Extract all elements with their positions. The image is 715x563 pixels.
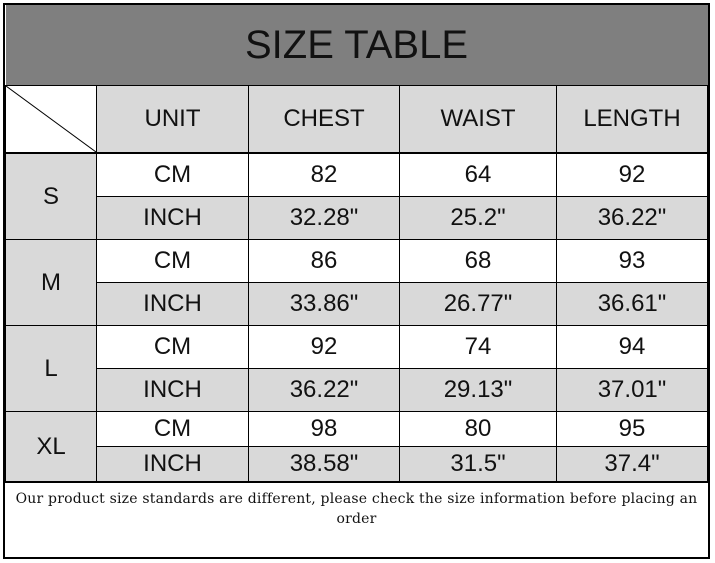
size-label: M xyxy=(5,239,97,326)
cell-unit: CM xyxy=(96,411,249,447)
cell-unit: INCH xyxy=(96,446,249,482)
cell-chest: 33.86" xyxy=(248,282,400,326)
cell-unit: CM xyxy=(96,239,249,283)
header-chest: CHEST xyxy=(248,85,400,153)
cell-unit: INCH xyxy=(96,282,249,326)
header-length: LENGTH xyxy=(556,85,708,153)
size-row-inch: INCH 36.22" 29.13" 37.01" xyxy=(5,368,708,412)
size-row-inch: INCH 33.86" 26.77" 36.61" xyxy=(5,282,708,326)
cell-chest: 92 xyxy=(248,325,400,369)
cell-length: 37.4" xyxy=(556,446,708,482)
cell-chest: 32.28" xyxy=(248,196,400,240)
footer-note: Our product size standards are different… xyxy=(5,482,708,557)
cell-unit: INCH xyxy=(96,368,249,412)
cell-waist: 74 xyxy=(399,325,557,369)
cell-unit: CM xyxy=(96,325,249,369)
cell-chest: 86 xyxy=(248,239,400,283)
cell-waist: 31.5" xyxy=(399,446,557,482)
size-row-cm: S CM 82 64 92 xyxy=(5,153,708,240)
size-row-cm: M CM 86 68 93 xyxy=(5,239,708,326)
header-waist: WAIST xyxy=(399,85,557,153)
size-table: SIZE TABLE UNIT CHEST WAIST LENGTH S CM 82… xyxy=(3,3,710,559)
cell-waist: 26.77" xyxy=(399,282,557,326)
cell-waist: 68 xyxy=(399,239,557,283)
cell-length: 36.22" xyxy=(556,196,708,240)
header-unit: UNIT xyxy=(96,85,249,153)
cell-chest: 38.58" xyxy=(248,446,400,482)
cell-chest: 98 xyxy=(248,411,400,447)
cell-length: 95 xyxy=(556,411,708,447)
cell-length: 94 xyxy=(556,325,708,369)
size-label: L xyxy=(5,325,97,412)
cell-waist: 80 xyxy=(399,411,557,447)
cell-waist: 29.13" xyxy=(399,368,557,412)
size-label: XL xyxy=(5,411,97,482)
size-row-cm: XL CM 98 80 95 xyxy=(5,411,708,482)
cell-chest: 36.22" xyxy=(248,368,400,412)
table-title: SIZE TABLE xyxy=(5,5,708,86)
cell-length: 93 xyxy=(556,239,708,283)
diagonal-corner-cell xyxy=(5,85,97,153)
cell-length: 37.01" xyxy=(556,368,708,412)
cell-unit: CM xyxy=(96,153,249,197)
size-row-inch: INCH 38.58" 31.5" 37.4" xyxy=(5,446,708,482)
cell-length: 36.61" xyxy=(556,282,708,326)
cell-waist: 25.2" xyxy=(399,196,557,240)
size-row-cm: L CM 92 74 94 xyxy=(5,325,708,412)
cell-waist: 64 xyxy=(399,153,557,197)
header-row: UNIT CHEST WAIST LENGTH xyxy=(5,85,708,153)
size-row-inch: INCH 32.28" 25.2" 36.22" xyxy=(5,196,708,240)
cell-length: 92 xyxy=(556,153,708,197)
cell-unit: INCH xyxy=(96,196,249,240)
cell-chest: 82 xyxy=(248,153,400,197)
size-label: S xyxy=(5,153,97,240)
